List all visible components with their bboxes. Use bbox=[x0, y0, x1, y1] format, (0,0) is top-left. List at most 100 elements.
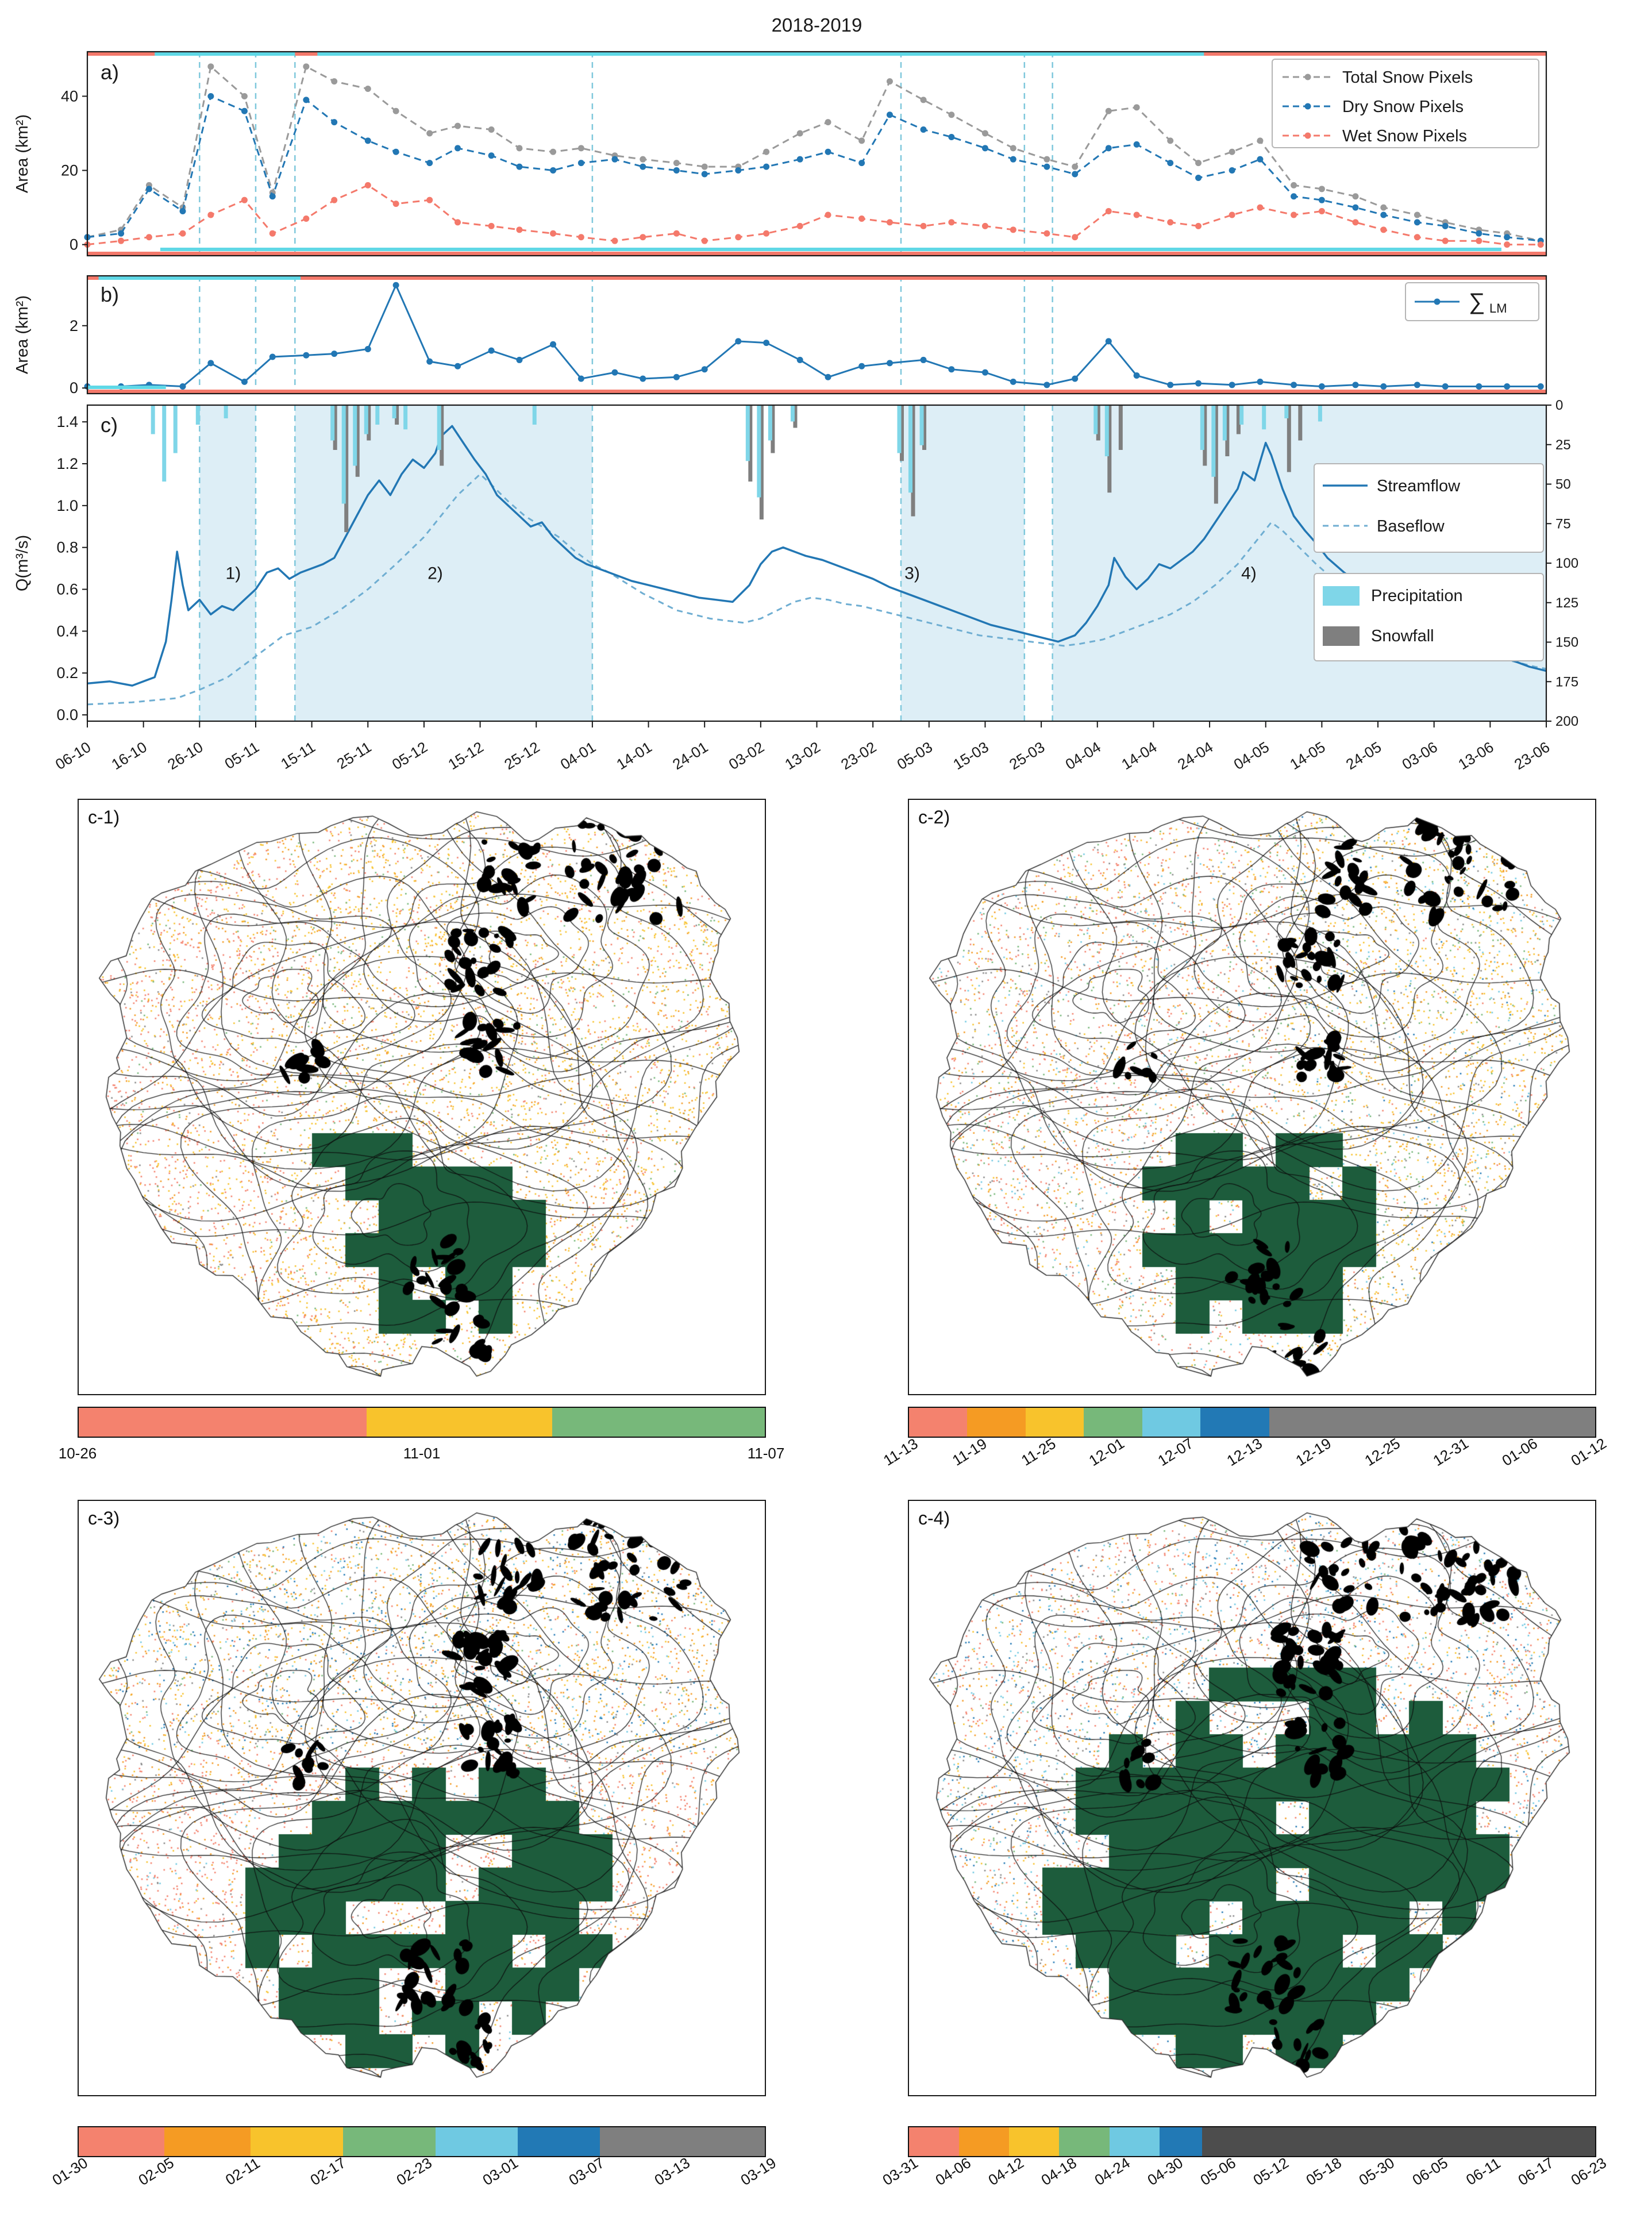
svg-text:75: 75 bbox=[1555, 516, 1571, 532]
colorbar-c4 bbox=[908, 2126, 1596, 2157]
legend-panel-a: Total Snow Pixels Dry Snow Pixels Wet Snow… bbox=[1272, 59, 1539, 148]
svg-text:24-05: 24-05 bbox=[1343, 738, 1384, 773]
svg-text:26-10: 26-10 bbox=[164, 738, 206, 773]
svg-text:2: 2 bbox=[70, 317, 78, 334]
region-labels: 1) 2) 3) 4) bbox=[226, 564, 1257, 583]
svg-text:16-10: 16-10 bbox=[109, 738, 150, 773]
colorbar-tick-label: 03-19 bbox=[737, 2154, 779, 2189]
svg-text:Dry Snow Pixels: Dry Snow Pixels bbox=[1342, 98, 1464, 116]
surface-state-indicator-bars bbox=[87, 52, 1546, 393]
map-c3-label: c-3) bbox=[88, 1508, 120, 1529]
svg-text:4): 4) bbox=[1241, 564, 1257, 583]
colorbar-segment bbox=[435, 2127, 518, 2156]
colorbar-tick-label: 10-26 bbox=[58, 1445, 97, 1462]
map-c4-label: c-4) bbox=[918, 1508, 950, 1529]
colorbar-tick-label: 06-23 bbox=[1568, 2154, 1609, 2189]
svg-text:0.2: 0.2 bbox=[56, 664, 78, 682]
svg-text:04-05: 04-05 bbox=[1231, 738, 1272, 773]
svg-text:b): b) bbox=[101, 283, 119, 306]
colorbar-tick-label: 05-12 bbox=[1250, 2154, 1292, 2189]
colorbar-tick-label: 02-23 bbox=[393, 2154, 435, 2189]
svg-text:14-04: 14-04 bbox=[1118, 738, 1160, 773]
svg-text:0.6: 0.6 bbox=[56, 581, 78, 598]
colorbar-segment bbox=[959, 2127, 1010, 2156]
map-c1-label: c-1) bbox=[88, 807, 120, 827]
colorbar-tick-label: 06-17 bbox=[1515, 2154, 1557, 2189]
svg-text:25-03: 25-03 bbox=[1006, 738, 1048, 773]
svg-text:50: 50 bbox=[1555, 477, 1571, 492]
map-c2-label: c-2) bbox=[918, 807, 950, 827]
svg-text:23-06: 23-06 bbox=[1511, 738, 1553, 773]
axis-titles: Area (km²) Area (km²) Q(m³/s) a) b) c) bbox=[13, 60, 119, 591]
colorbar-tick-label: 03-01 bbox=[479, 2154, 521, 2189]
svg-text:05-03: 05-03 bbox=[894, 738, 935, 773]
svg-text:Snowfall: Snowfall bbox=[1371, 627, 1434, 645]
svg-text:125: 125 bbox=[1555, 595, 1578, 611]
colorbar-segment bbox=[1059, 2127, 1110, 2156]
svg-text:0.4: 0.4 bbox=[56, 622, 78, 640]
svg-text:Area (km²): Area (km²) bbox=[13, 295, 32, 374]
svg-text:Wet Snow Pixels: Wet Snow Pixels bbox=[1342, 127, 1467, 145]
map-panel-c4: c-4) bbox=[908, 1500, 1596, 2096]
colorbar-segment bbox=[1269, 1408, 1595, 1437]
svg-text:24-01: 24-01 bbox=[669, 738, 711, 773]
svg-text:2): 2) bbox=[428, 564, 443, 583]
colorbar-tick-label: 12-01 bbox=[1085, 1434, 1128, 1470]
colorbar-segment bbox=[1025, 1408, 1084, 1437]
figure-title: 2018-2019 bbox=[772, 14, 862, 36]
colorbar-tick-label: 04-18 bbox=[1038, 2154, 1080, 2189]
colorbar-tick-label: 12-13 bbox=[1223, 1434, 1265, 1470]
colorbar-tick-label: 06-05 bbox=[1409, 2154, 1451, 2189]
colorbar-segment bbox=[1109, 2127, 1160, 2156]
colorbar-segment bbox=[967, 1408, 1026, 1437]
svg-text:13-06: 13-06 bbox=[1455, 738, 1496, 773]
colorbar-tick-label: 02-05 bbox=[135, 2154, 177, 2189]
map-c1-canvas bbox=[79, 800, 765, 1394]
legend-panel-b: ∑ LM bbox=[1405, 282, 1539, 321]
colorbar-tick-label: 05-30 bbox=[1356, 2154, 1398, 2189]
map-panel-c1: c-1) bbox=[78, 799, 766, 1395]
colorbar-segment bbox=[250, 2127, 343, 2156]
colorbar-tick-label: 04-12 bbox=[985, 2154, 1027, 2189]
svg-text:1.0: 1.0 bbox=[56, 497, 78, 514]
colorbar-tick-label: 04-06 bbox=[932, 2154, 974, 2189]
colorbar-tick-label: 11-07 bbox=[747, 1445, 785, 1462]
svg-text:0.8: 0.8 bbox=[56, 539, 78, 556]
svg-text:c): c) bbox=[101, 413, 118, 437]
colorbar-tick-label: 01-30 bbox=[49, 2154, 91, 2189]
colorbar-segment bbox=[552, 1408, 765, 1437]
colorbar-tick-label: 03-31 bbox=[879, 2154, 921, 2189]
map-c2-canvas bbox=[909, 800, 1595, 1394]
map-panel-c3: c-3) bbox=[78, 1500, 766, 2096]
colorbar-tick-label: 05-06 bbox=[1197, 2154, 1239, 2189]
colorbar-c2 bbox=[908, 1407, 1596, 1438]
svg-text:25: 25 bbox=[1555, 437, 1571, 453]
svg-text:14-01: 14-01 bbox=[613, 738, 654, 773]
colorbar-tick-label: 04-24 bbox=[1091, 2154, 1133, 2189]
colorbar-segment bbox=[1142, 1408, 1201, 1437]
colorbar-tick-label: 11-19 bbox=[949, 1434, 990, 1469]
colorbar-segment bbox=[1084, 1408, 1142, 1437]
svg-text:04-01: 04-01 bbox=[557, 738, 599, 773]
svg-text:14-05: 14-05 bbox=[1287, 738, 1328, 773]
colorbar-segment bbox=[79, 1408, 367, 1437]
svg-text:15-11: 15-11 bbox=[278, 738, 318, 773]
colorbar-c3-labels: 01-30 02-05 02-11 02-17 02-23 03-01 03-07 03-13… bbox=[49, 2154, 779, 2204]
svg-text:0.0: 0.0 bbox=[56, 706, 78, 723]
svg-text:150: 150 bbox=[1555, 635, 1578, 650]
svg-text:175: 175 bbox=[1555, 674, 1578, 690]
svg-text:0: 0 bbox=[1555, 398, 1563, 413]
panel-b-series bbox=[84, 282, 1544, 390]
colorbar-tick-label: 03-13 bbox=[651, 2154, 694, 2189]
map-panel-c2: c-2) bbox=[908, 799, 1596, 1395]
svg-text:a): a) bbox=[101, 60, 119, 84]
colorbar-c2-labels: 11-13 11-19 11-25 12-01 12-07 12-13 12-19 12-25… bbox=[880, 1434, 1609, 1485]
colorbar-segment bbox=[1159, 2127, 1202, 2156]
colorbar-tick-label: 02-11 bbox=[222, 2154, 263, 2189]
svg-text:Streamflow: Streamflow bbox=[1377, 477, 1461, 495]
colorbar-tick-label: 05-18 bbox=[1303, 2154, 1345, 2189]
timeseries-panels: 2018-2019 1) 2) 3) 4) 0 20 40 0 2 0.0 0.2 0.4 0.6 0.8 1… bbox=[13, 14, 1578, 773]
svg-text:Q(m³/s): Q(m³/s) bbox=[13, 535, 32, 591]
colorbar-tick-label: 12-19 bbox=[1292, 1434, 1334, 1470]
